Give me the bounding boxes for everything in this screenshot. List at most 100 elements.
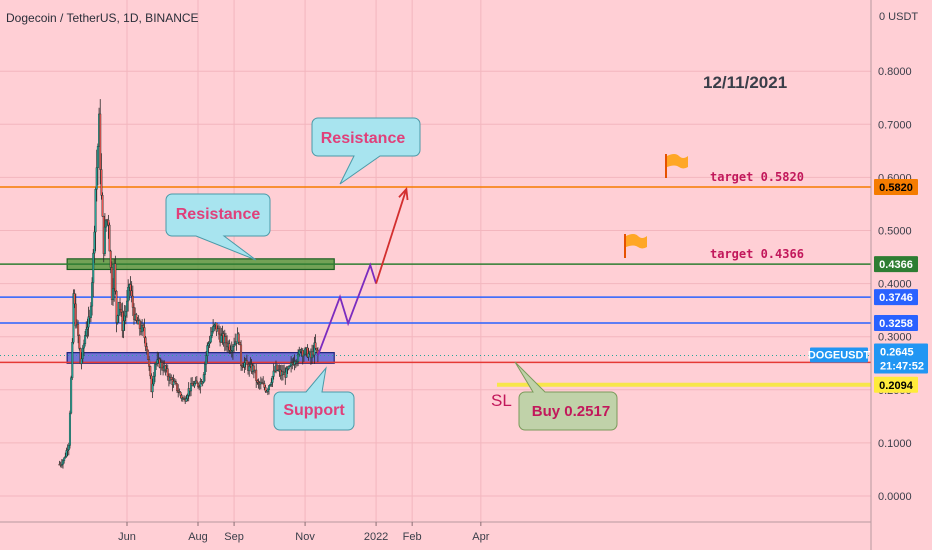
candle — [72, 289, 75, 345]
candle-body — [149, 366, 152, 377]
candle-body — [116, 315, 119, 323]
candle-body — [81, 347, 84, 359]
candle-body — [185, 398, 188, 402]
candle-body — [263, 383, 266, 388]
candle-body — [124, 311, 127, 317]
candle-body — [285, 368, 288, 378]
target-lower-label: target 0.4366 — [710, 247, 804, 261]
candle-body — [172, 380, 175, 385]
candle-body — [196, 382, 199, 387]
candle — [70, 375, 73, 415]
price-tag-text: 0.4366 — [879, 259, 913, 271]
candle — [238, 341, 241, 346]
candle-body — [256, 380, 259, 383]
candle-body — [176, 383, 179, 391]
projection-path — [317, 262, 377, 356]
candle-body — [153, 364, 156, 377]
candle — [272, 363, 275, 380]
candle-body — [145, 346, 148, 351]
candle-body — [238, 341, 241, 346]
candle-body — [135, 314, 138, 321]
candle-body — [131, 295, 134, 308]
candle — [68, 410, 71, 449]
candle-body — [103, 226, 106, 254]
candle — [248, 361, 251, 377]
candle-body — [87, 316, 90, 328]
countdown-text: 21:47:52 — [880, 361, 924, 373]
candle-body — [231, 346, 234, 351]
candle — [71, 338, 74, 380]
candle — [109, 249, 112, 274]
flag-icon-lower — [624, 234, 647, 258]
candle — [148, 355, 151, 371]
buy-callout[interactable]: Buy 0.2517 — [514, 361, 618, 431]
candle-body — [112, 288, 115, 300]
x-tick-label: Sep — [224, 531, 244, 543]
candle-body — [233, 344, 236, 347]
candle-body — [155, 363, 158, 365]
candle — [179, 391, 182, 399]
candle — [145, 342, 148, 355]
candle-body — [252, 365, 255, 371]
candle-body — [123, 315, 126, 321]
candle-body — [193, 383, 196, 387]
candle-body — [78, 335, 81, 349]
candle-body — [143, 327, 146, 338]
candle-body — [71, 342, 74, 378]
candle-body — [264, 387, 267, 392]
candle-body — [65, 450, 68, 457]
candle — [151, 378, 154, 399]
candle-body — [209, 335, 212, 343]
x-tick-label: Jun — [118, 531, 136, 543]
candle — [143, 318, 146, 344]
candle-body — [119, 302, 122, 310]
price-tag-text: 0.3746 — [879, 292, 913, 304]
price-tag-0.2094: 0.2094 — [874, 376, 918, 393]
time-axis[interactable]: Jun Aug Sep Nov 2022 Feb Apr — [118, 522, 490, 543]
candle-body — [302, 353, 305, 357]
y-tick-label: 0.8000 — [878, 66, 912, 78]
candle-body — [138, 320, 141, 329]
candle — [77, 320, 80, 344]
candle-body — [245, 360, 248, 365]
candle-body — [202, 374, 205, 383]
candle — [108, 222, 111, 252]
candle-body — [217, 328, 220, 335]
x-tick-label: Apr — [472, 531, 489, 543]
support-callout[interactable]: Support — [273, 366, 355, 431]
resistance-callout-upper[interactable]: Resistance — [311, 117, 421, 185]
candle-body — [151, 383, 154, 393]
candle — [180, 393, 183, 402]
target-upper-label: target 0.5820 — [710, 170, 804, 184]
price-tags: 0.58200.43660.37460.32580.25170.2094DOGE… — [808, 178, 928, 393]
candle — [297, 349, 300, 367]
candle-body — [107, 219, 110, 226]
candle-body — [80, 358, 83, 364]
candle-body — [201, 381, 204, 385]
candle — [153, 362, 156, 383]
candle-body — [67, 445, 70, 450]
support-callout-text: Support — [283, 402, 345, 419]
candle-body — [205, 355, 208, 365]
price-tag-bg — [874, 256, 918, 273]
candle — [63, 457, 66, 464]
candle-body — [77, 324, 80, 336]
resistance-callout-lower[interactable]: Resistance — [165, 193, 271, 261]
candle-body — [127, 287, 130, 302]
y-tick-label: 0.3000 — [878, 332, 912, 344]
candle-body — [146, 349, 149, 360]
candle-body — [70, 377, 73, 414]
candle-body — [72, 293, 75, 343]
y-tick-label: 0.7000 — [878, 119, 912, 131]
candle — [99, 99, 102, 185]
candle — [144, 336, 147, 352]
arrow-head — [398, 186, 409, 201]
candle — [193, 380, 196, 389]
candle-body — [210, 331, 213, 337]
candle — [103, 213, 106, 257]
price-tag-0.4366: 0.4366 — [874, 256, 918, 273]
price-tag-text: 0.5820 — [879, 182, 913, 194]
y-tick-label: 0.1000 — [878, 438, 912, 450]
